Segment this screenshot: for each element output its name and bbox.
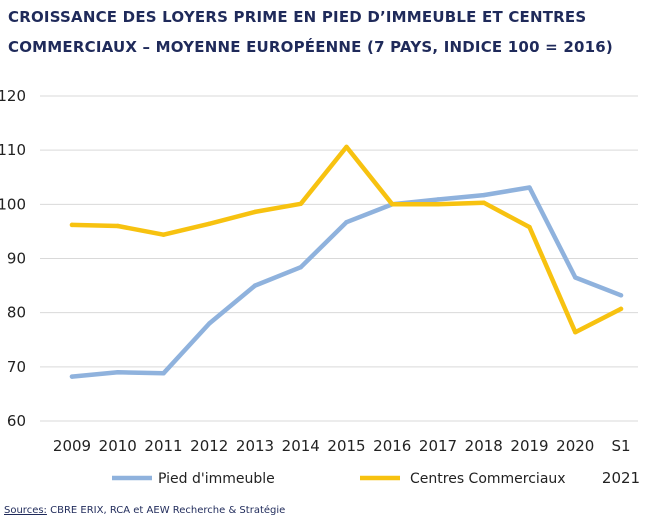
- x-tick-label: 2012: [190, 437, 228, 455]
- legend-label-1: Pied d'immeuble: [158, 471, 275, 487]
- y-axis-tick-labels: 60 70 80 90 100 110 120: [0, 87, 26, 430]
- y-tick-label: 90: [7, 250, 26, 268]
- data-point: [252, 209, 258, 215]
- data-point: [252, 283, 258, 288]
- data-point: [298, 201, 303, 206]
- data-point: [69, 374, 75, 379]
- y-tick-label: 70: [7, 358, 26, 376]
- x-tick-label: 2019: [510, 437, 548, 455]
- x-tick-label: 2015: [327, 437, 365, 455]
- legend-label-2: Centres Commerciaux: [410, 471, 566, 487]
- series-line-1: [69, 185, 624, 379]
- data-point: [527, 185, 532, 190]
- source-text: CBRE ERIX, RCA et AEW Recherche & Straté…: [46, 505, 286, 516]
- data-point: [390, 202, 395, 207]
- source-label: Sources:: [4, 505, 47, 516]
- x-tick-label: 2016: [373, 437, 411, 455]
- series-line-2: [69, 144, 624, 335]
- x-tick-label: 2011: [144, 437, 182, 455]
- data-point: [207, 221, 212, 227]
- y-tick-label: 120: [0, 87, 26, 105]
- data-point: [481, 200, 486, 205]
- data-point: [115, 370, 120, 375]
- data-point: [161, 232, 166, 237]
- x-axis-tick-labels: 2009 2010 2011 2012 2013 2014 2015 2016 2017 2018…: [53, 437, 640, 487]
- y-tick-label: 80: [7, 304, 26, 322]
- x-tick-label: 2017: [419, 437, 457, 455]
- data-point: [298, 264, 303, 270]
- data-point: [115, 223, 120, 229]
- data-point: [69, 222, 75, 228]
- x-tick-label: S1: [611, 437, 630, 455]
- chart-title-line-2: COMMERCIAUX – MOYENNE EUROPÉENNE (7 PAYS…: [8, 38, 613, 56]
- data-point: [344, 144, 349, 150]
- data-point: [344, 220, 349, 225]
- data-point: [481, 192, 486, 198]
- data-point: [573, 275, 578, 280]
- data-point: [573, 329, 578, 335]
- x-tick-label: 2014: [282, 437, 320, 455]
- x-tick-sublabel: 2021: [602, 469, 640, 487]
- y-tick-label: 60: [7, 412, 26, 430]
- data-point: [161, 371, 166, 376]
- data-point: [435, 197, 441, 202]
- x-tick-label: 2009: [53, 437, 91, 455]
- data-point: [618, 306, 624, 312]
- legend: Pied d'immeuble Centres Commerciaux: [112, 471, 566, 487]
- source-note: Sources: CBRE ERIX, RCA et AEW Recherche…: [4, 505, 285, 516]
- y-tick-label: 100: [0, 195, 26, 213]
- series-lines: [69, 144, 624, 379]
- x-tick-label: 2010: [99, 437, 137, 455]
- x-tick-label: 2018: [465, 437, 503, 455]
- data-point: [527, 224, 532, 230]
- gridlines: [40, 95, 638, 422]
- data-point: [207, 321, 212, 326]
- data-point: [618, 293, 624, 298]
- x-tick-label: 2013: [236, 437, 274, 455]
- data-point: [435, 202, 441, 207]
- y-tick-label: 110: [0, 141, 26, 159]
- x-tick-label: 2020: [556, 437, 594, 455]
- chart-title-line-1: CROISSANCE DES LOYERS PRIME EN PIED D’IM…: [8, 8, 587, 26]
